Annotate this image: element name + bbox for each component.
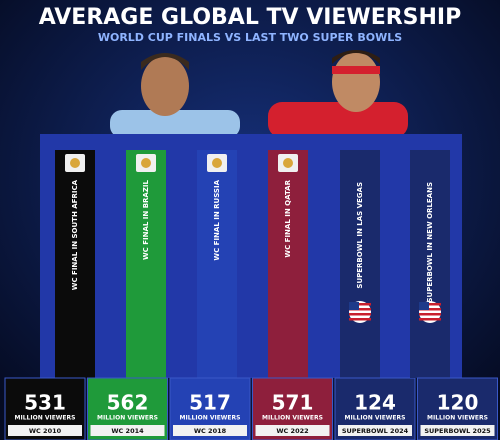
footer: WC 2022 [276,427,308,435]
flag-stripe [419,313,441,316]
unit: MILLION VIEWERS [427,415,488,422]
player-left [110,53,240,138]
flag-canton [349,302,359,310]
logo-mark [212,158,222,168]
unit: MILLION VIEWERS [345,415,406,422]
player-right [268,50,408,138]
column-strip [268,150,308,378]
flag-stripe [419,308,441,311]
unit: MILLION VIEWERS [15,415,76,422]
value: 531 [24,391,66,415]
unit: MILLION VIEWERS [180,415,241,422]
column-strip [340,150,380,378]
value: 562 [107,391,149,415]
column-label: SUPERBOWL IN NEW ORLEANS [426,182,434,303]
subtitle: WORLD CUP FINALS VS LAST TWO SUPER BOWLS [98,31,402,44]
logo-mark [283,158,293,168]
footer-strip [8,425,82,436]
column-label: WC FINAL IN QATAR [284,179,292,257]
column-strip [197,150,237,378]
flag-stripe [419,303,441,306]
flag-stripe [349,308,371,311]
footer-strip [338,425,412,436]
flag-stripe [349,318,371,321]
unit: MILLION VIEWERS [97,415,158,422]
column-label: WC FINAL IN RUSSIA [213,179,221,260]
value: 124 [354,391,396,415]
panel-backdrop [40,134,462,378]
flag-stripe [419,318,441,321]
unit: MILLION VIEWERS [262,415,323,422]
footer-strip [90,425,165,436]
column-strip [55,150,95,378]
column-label: WC FINAL IN BRAZIL [142,179,150,260]
column-label: SUPERBOWL IN LAS VEGAS [356,182,364,289]
logo-mark [70,158,80,168]
footer: SUPERBOWL 2025 [424,427,491,435]
flag-stripe [349,313,371,316]
value: 120 [437,391,479,415]
flag-stripe [349,303,371,306]
flag-canton [419,302,429,310]
column-strip [410,150,450,378]
footer: WC 2010 [29,427,62,435]
column-label: WC FINAL IN SOUTH AFRICA [71,179,79,290]
value: 571 [272,391,314,415]
footer: WC 2018 [194,427,227,435]
footer-strip [255,425,330,436]
logo-mark [141,158,151,168]
footer: SUPERBOWL 2024 [342,427,409,435]
column-strip [126,150,166,378]
footer: WC 2014 [111,427,144,435]
footer-strip [173,425,247,436]
footer-strip [420,425,495,436]
value: 517 [189,391,231,415]
title: AVERAGE GLOBAL TV VIEWERSHIP [39,5,462,30]
